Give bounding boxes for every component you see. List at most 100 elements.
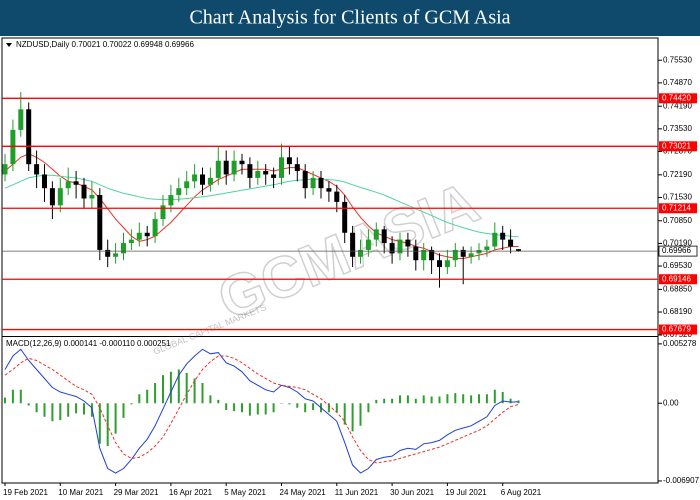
level-tag (659, 141, 697, 152)
histogram-bar (185, 372, 188, 404)
histogram-bar (27, 403, 30, 406)
x-tick-label: 24 May 2021 (280, 488, 327, 497)
candle-body (310, 177, 316, 189)
candle-body (389, 243, 395, 254)
candle-body (18, 109, 24, 130)
candle-body (492, 232, 498, 247)
histogram-bar (138, 394, 141, 404)
candle-body (42, 174, 47, 189)
histogram-bar (177, 369, 180, 404)
last-price-label: 0.69966 (662, 246, 691, 255)
candle-body (200, 174, 205, 185)
x-tick-label: 29 Mar 2021 (114, 488, 159, 497)
histogram-bar (19, 389, 22, 404)
y-tick-label: 0.70190 (663, 239, 692, 248)
macd-line (4, 348, 519, 474)
title-bar (0, 0, 700, 36)
y-tick-label: 0.005278 (663, 339, 697, 348)
candle-body (97, 195, 103, 250)
histogram-bar (509, 398, 512, 404)
histogram-bar (201, 383, 204, 404)
histogram-bar (11, 389, 14, 404)
histogram-bar (264, 403, 267, 415)
candle-body (302, 171, 308, 189)
y-tick-label: 0.74190 (663, 101, 692, 110)
label-arrow (6, 43, 12, 47)
x-tick-label: 19 Feb 2021 (3, 488, 48, 497)
level-label: 0.69146 (662, 274, 691, 283)
histogram-bar (225, 403, 228, 410)
candle-body (73, 181, 79, 185)
level-label: 0.74420 (662, 93, 691, 102)
candle-body (429, 249, 435, 261)
histogram-bar (43, 403, 46, 417)
candle-body (160, 205, 166, 220)
candle-body (10, 129, 16, 165)
histogram-bar (422, 395, 425, 404)
histogram-bar (98, 403, 101, 444)
histogram-bar (272, 403, 275, 413)
candle-body (81, 184, 87, 199)
histogram-bar (169, 371, 172, 404)
histogram-bar (399, 395, 401, 404)
page-title: Chart Analysis for Clients of GCM Asia (189, 7, 510, 29)
level-tag (659, 203, 697, 214)
candle-body (215, 160, 221, 178)
x-tick-label: 11 Jun 2021 (335, 488, 379, 497)
x-tick-label: 10 Mar 2021 (58, 488, 103, 497)
candle-body (460, 249, 466, 257)
candle-body (484, 246, 490, 250)
histogram-bar (446, 394, 449, 404)
y-tick-label: 0.67520 (663, 330, 692, 339)
candle-body (318, 177, 324, 189)
candle-body (397, 239, 403, 254)
candle-body (468, 253, 474, 257)
y-tick-label: 0.68850 (663, 284, 692, 293)
histogram-bar (4, 397, 6, 404)
histogram-bar (241, 403, 243, 413)
candle-body (184, 181, 190, 189)
y-tick-label: 0.74870 (663, 78, 692, 87)
histogram-bar (493, 389, 496, 404)
histogram-bar (288, 403, 291, 405)
histogram-bar (304, 403, 307, 413)
histogram-bar (462, 394, 465, 404)
histogram-bar (312, 403, 315, 410)
plot-frame (1, 37, 659, 484)
histogram-bar (351, 403, 354, 432)
histogram-bar (193, 378, 196, 404)
level-tag (659, 93, 697, 104)
y-tick-label: 0.00 (663, 398, 679, 407)
candle-body (421, 249, 427, 261)
y-tick-label: 0.75530 (663, 55, 692, 64)
candle-body (128, 239, 134, 244)
candle-body (508, 239, 514, 247)
candle-body (381, 229, 387, 244)
candle-body (113, 253, 119, 257)
candle-body (516, 249, 521, 252)
candle-body (350, 232, 356, 257)
candle-body (49, 188, 55, 206)
histogram-bar (122, 403, 125, 418)
candle-body (263, 171, 269, 175)
histogram-bar (248, 403, 251, 416)
candle-body (476, 249, 482, 254)
candle-body (152, 219, 158, 237)
level-label: 0.73021 (662, 141, 691, 150)
candle-body (144, 232, 150, 237)
y-tick-label: 0.69530 (663, 261, 692, 270)
candle-body (294, 164, 300, 172)
histogram-bar (83, 403, 85, 415)
x-tick-label: 30 Jun 2021 (390, 488, 435, 497)
histogram-bar (335, 403, 338, 413)
y-tick-label: 0.68190 (663, 307, 692, 316)
candle-body (373, 229, 379, 240)
histogram-bar (154, 383, 157, 404)
candle-body (444, 260, 450, 268)
histogram-bar (296, 403, 299, 408)
histogram-bar (146, 389, 149, 404)
candle-body (89, 195, 95, 199)
candle-body (34, 164, 40, 175)
candle-body (326, 188, 332, 192)
